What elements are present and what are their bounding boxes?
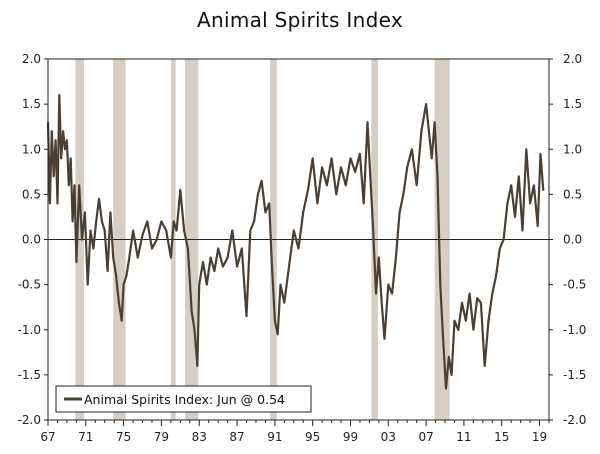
y-tick-label-right: 0.5	[563, 187, 582, 201]
legend-box	[55, 385, 312, 413]
y-tick-label-right: -0.5	[563, 278, 586, 292]
chart-title: Animal Spirits Index	[197, 8, 403, 32]
y-tick-label-right: 1.0	[563, 142, 582, 156]
x-tick-label: 03	[381, 430, 396, 444]
legend-label: Animal Spirits Index: Jun @ 0.54	[84, 392, 285, 407]
x-tick-label: 79	[154, 430, 169, 444]
y-tick-label-right: 2.0	[563, 52, 582, 66]
y-tick-label-left: 0.0	[22, 233, 41, 247]
series-line-0	[46, 93, 545, 390]
y-tick-label-left: -0.5	[18, 278, 41, 292]
y-tick-label-left: -1.5	[18, 368, 41, 382]
x-tick-label: 07	[418, 430, 433, 444]
left-axis: 2.0 1.5 1.0 0.5 0.0 -0.5 -1.0 -1.5 -2.0	[18, 52, 48, 427]
y-tick-label-left: 2.0	[22, 52, 41, 66]
series-group	[46, 93, 545, 390]
x-tick-label: 11	[456, 430, 471, 444]
y-tick-label-right: -1.0	[563, 323, 586, 337]
x-tick-label: 91	[267, 430, 282, 444]
y-tick-label-right: 1.5	[563, 97, 582, 111]
y-tick-label-left: 0.5	[22, 187, 41, 201]
x-tick-label: 99	[343, 430, 358, 444]
x-tick-label: 71	[78, 430, 93, 444]
y-tick-label-left: -2.0	[18, 413, 41, 427]
right-axis: 2.0 1.5 1.0 0.5 0.0 -0.5 -1.0 -1.5 -2.0	[549, 52, 586, 427]
y-tick-label-left: -1.0	[18, 323, 41, 337]
y-tick-label-right: -2.0	[563, 413, 586, 427]
y-tick-label-right: 0.0	[563, 233, 582, 247]
y-tick-label-right: -1.5	[563, 368, 586, 382]
y-tick-label-left: 1.0	[22, 142, 41, 156]
x-tick-label: 67	[40, 430, 55, 444]
x-tick-label: 19	[532, 430, 547, 444]
legend: Animal Spirits Index: Jun @ 0.54	[55, 385, 312, 413]
x-tick-label: 87	[229, 430, 244, 444]
x-tick-label: 75	[116, 430, 131, 444]
x-tick-label: 95	[305, 430, 320, 444]
x-tick-label: 15	[494, 430, 509, 444]
x-tick-label: 83	[192, 430, 207, 444]
y-tick-label-left: 1.5	[22, 97, 41, 111]
x-axis: 67 71 75 79 83 87 91 95 99 03 07 11 15 19	[40, 420, 550, 444]
